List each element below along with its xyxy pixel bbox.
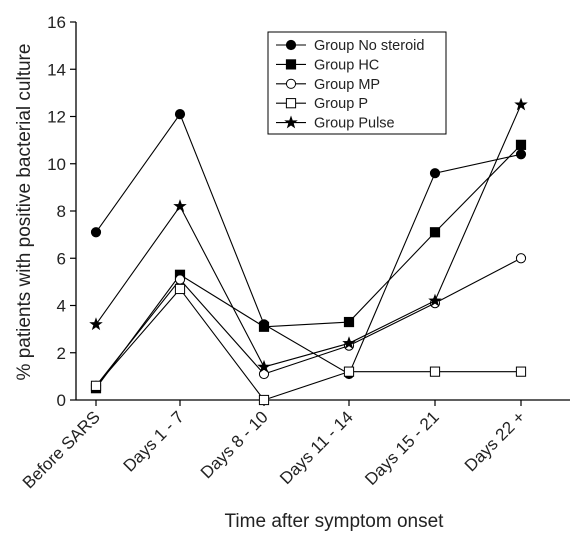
series-group-pulse <box>89 97 528 373</box>
data-point <box>428 293 442 307</box>
legend-item: Group No steroid <box>276 38 424 54</box>
data-point <box>343 366 355 377</box>
data-point <box>89 317 103 331</box>
data-point <box>515 253 527 264</box>
y-axis-label: % patients with positive bacterial cultu… <box>14 44 35 381</box>
data-point <box>258 394 270 406</box>
series-line <box>95 257 522 387</box>
y-tick-label: 12 <box>47 108 66 127</box>
legend-item: Group MP <box>276 77 380 93</box>
x-tick-label: Days 15 - 21 <box>361 407 443 489</box>
series-group-no-steroid <box>90 109 527 380</box>
data-point <box>285 39 297 51</box>
data-point <box>515 366 527 377</box>
data-point <box>174 283 186 295</box>
data-point <box>429 227 441 238</box>
data-point <box>174 274 186 285</box>
data-point <box>258 321 270 332</box>
legend-label: Group No steroid <box>314 38 424 54</box>
y-axis-ticks: 0 2 4 6 8 10 12 14 16 <box>47 13 76 410</box>
data-point <box>173 199 187 213</box>
data-point <box>90 227 102 238</box>
legend-item: Group Pulse <box>276 115 395 132</box>
y-tick-label: 16 <box>47 13 66 32</box>
x-axis-label: Time after symptom onset <box>225 511 445 532</box>
data-point <box>429 366 441 377</box>
data-point <box>90 380 102 391</box>
data-point <box>343 316 355 328</box>
series-group-p <box>90 283 527 406</box>
data-point <box>285 98 297 109</box>
y-tick-label: 0 <box>57 391 66 410</box>
x-tick-label: Days 11 - 14 <box>276 407 357 488</box>
data-point <box>515 149 527 160</box>
x-tick-label: Days 8 - 10 <box>197 407 272 482</box>
data-point <box>285 78 297 89</box>
data-point <box>429 168 441 179</box>
y-tick-label: 8 <box>57 202 66 221</box>
legend: Group No steroid Group HC Group MP Group P G… <box>267 31 447 135</box>
x-tick-label: Before SARS <box>19 407 104 492</box>
series-group-mp <box>90 253 527 391</box>
legend-label: Group HC <box>314 57 379 73</box>
data-point <box>342 336 356 350</box>
data-point <box>285 59 297 70</box>
y-tick-label: 6 <box>57 249 66 268</box>
series-layer <box>89 97 528 406</box>
legend-item: Group HC <box>276 57 379 73</box>
series-line <box>95 104 522 368</box>
series-line <box>95 144 522 389</box>
y-tick-label: 4 <box>57 297 66 316</box>
legend-label: Group Pulse <box>314 116 395 132</box>
data-point <box>515 139 527 150</box>
x-tick-label: Days 1 - 7 <box>120 407 188 475</box>
legend-item: Group P <box>276 96 368 112</box>
legend-label: Group MP <box>314 77 380 93</box>
x-axis-ticks: Before SARS Days 1 - 7 Days 8 - 10 Days 11 … <box>19 400 529 492</box>
data-point <box>174 109 186 120</box>
y-tick-label: 10 <box>47 155 66 174</box>
y-tick-label: 14 <box>47 60 66 79</box>
x-tick-label: Days 22 + <box>461 407 529 475</box>
y-tick-label: 2 <box>57 344 66 363</box>
series-line <box>95 112 522 375</box>
legend-label: Group P <box>314 96 368 112</box>
data-point <box>257 359 271 373</box>
data-point <box>284 115 298 129</box>
data-point <box>514 97 528 111</box>
series-line <box>95 288 521 401</box>
legend-box <box>267 31 447 135</box>
